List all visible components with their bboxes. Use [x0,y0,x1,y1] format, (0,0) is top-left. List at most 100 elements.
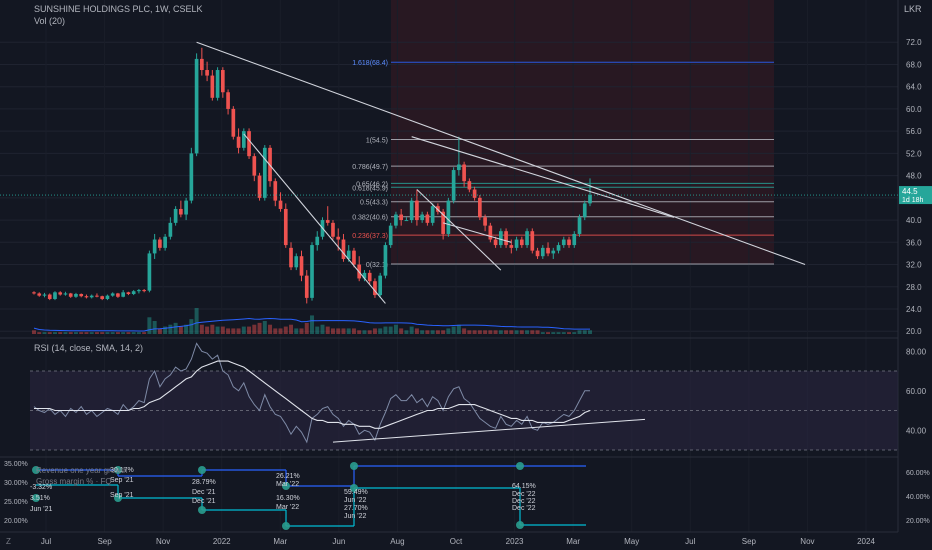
last-price-countdown: 1d 18h [902,197,924,204]
time-axis-label: Oct [450,537,463,546]
last-price-tag [899,186,932,205]
candle [168,217,173,240]
candle [420,211,424,223]
price-tick-label: 36.0 [906,238,922,247]
candle [362,270,367,282]
candle [262,145,267,201]
candle [310,242,314,301]
fund-left-tick: 30.00% [4,480,28,487]
volume-bar [283,326,288,334]
candle [299,250,304,282]
candle-body [278,200,283,209]
fund-data-label: Mar '22 [276,481,299,488]
gross-margin-label: Gross margin % · FQ [36,477,112,486]
volume-bar [388,326,393,334]
rsi-tick-label: 60.00 [906,387,927,396]
candle-body [551,250,556,254]
volume-bar [435,330,440,334]
candle [100,295,105,301]
candle-body [561,239,566,246]
candle-body [472,189,477,198]
trendline [243,133,386,304]
volume-bar [231,328,236,334]
volume-bar [42,332,47,334]
candle [131,290,136,296]
volume-bar [68,332,73,334]
fund-marker [198,466,206,474]
candle [79,293,84,298]
candle-body [79,293,84,297]
price-tick-label: 48.0 [906,172,922,181]
candle [189,147,194,204]
fund-data-label: Sep '21 [110,492,134,499]
volume-bar [430,330,435,334]
zoom-icon[interactable]: Z [6,537,11,546]
candle-body [147,253,152,291]
rsi-trendline [332,418,646,443]
candle [289,242,293,271]
volume-bar [488,330,493,334]
volume-bar [173,322,178,334]
candle-body [352,250,356,265]
volume-ma-line [33,317,590,332]
revenue-growth-label: Revenue one year growth [36,466,128,475]
candle-body [273,181,278,201]
candle-body [257,175,262,198]
candle [546,242,550,257]
volume-bar [525,330,530,334]
candle [147,250,152,293]
candle-body [231,108,236,137]
volume-bar [189,319,194,334]
candle-body [63,293,68,295]
candle-body [394,214,398,226]
candle [577,214,582,237]
volume-bar [210,324,215,334]
candle [53,291,57,301]
volume-bar [278,328,283,334]
candle-body [315,236,320,246]
volume-bar [289,324,294,334]
candle-body [42,294,47,296]
fund-marker [350,484,358,492]
candle [142,288,146,293]
volume-bar [105,332,110,334]
candle-body [383,245,388,276]
price-tick-label: 24.0 [906,305,922,314]
volume-bar [519,330,524,334]
candle [551,247,556,259]
candle-body [331,222,335,237]
candle-body [241,131,246,148]
volume-bar [131,332,136,334]
fund-marker [114,494,122,502]
volume-bar [530,330,535,334]
fund-data-label: Mar '22 [276,504,299,511]
candle-body [247,131,251,157]
candle-body [163,236,167,248]
fib-level-label: 0.5(43.3) [360,200,388,207]
volume-bar [420,330,425,334]
candle-body [205,70,209,76]
volume-bar [52,332,57,334]
fib-level-label: 0.236(37.3) [352,233,388,240]
candle-body [388,225,393,246]
candle [373,278,377,298]
candle-body [336,236,341,240]
candle-body [467,181,472,190]
trendline [196,41,806,266]
volume-bar [351,328,356,334]
candle [247,128,251,159]
candle [121,290,126,298]
candle [498,228,503,248]
candle-body [341,239,346,259]
volume-bar [205,326,210,334]
candle-body [220,70,225,93]
volume-bar [462,328,467,334]
candle-body [535,250,540,257]
volume-bar [504,330,509,334]
time-axis-label: 2024 [857,537,875,546]
candle-body [95,295,99,297]
fib-level-label: 1.618(68.4) [352,60,388,67]
candle-body [126,292,131,294]
candle-body [430,206,435,223]
